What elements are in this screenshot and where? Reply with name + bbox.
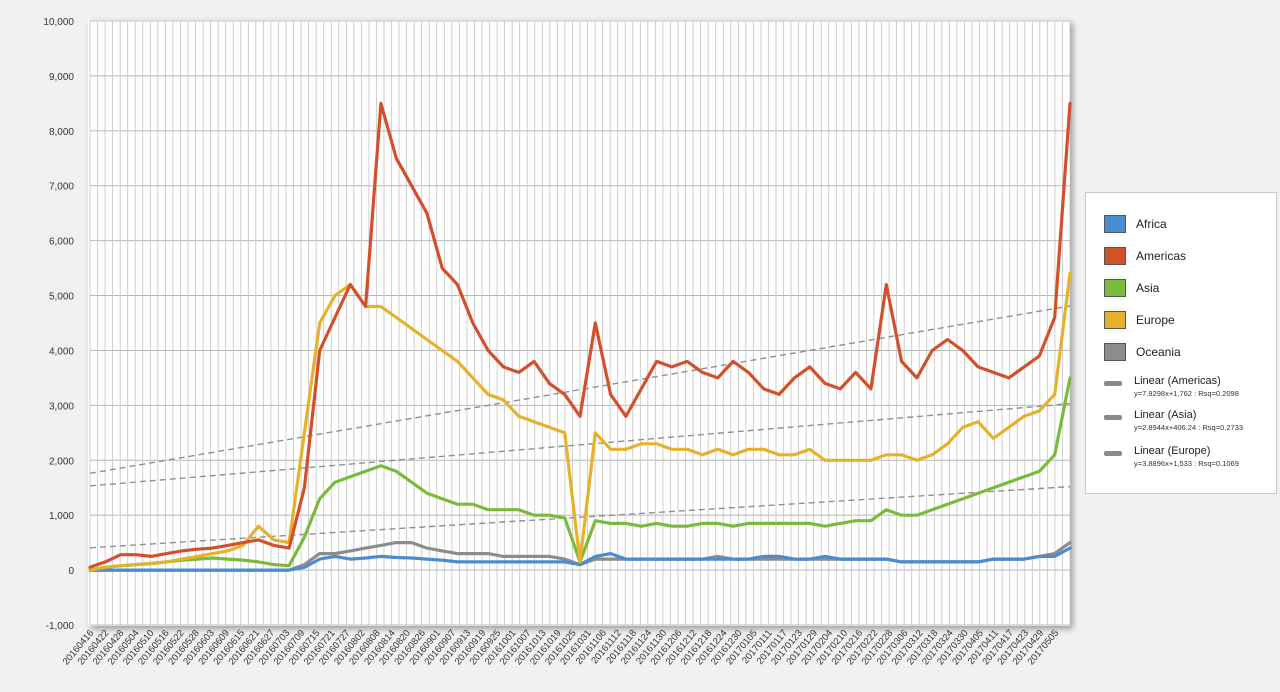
y-axis-ticks: -1,000 0 1,000 2,000 3,000 4,000 5,000 6,000 7,0… (43, 17, 74, 632)
legend-item-europe[interactable]: Europe (1104, 311, 1175, 329)
y-tick-label: 1,000 (49, 511, 74, 522)
trendline (89, 403, 1071, 487)
y-tick-label: 2,000 (49, 456, 74, 467)
legend-swatch (1104, 279, 1126, 297)
trendline (89, 305, 1071, 475)
legend: Africa Americas Asia Europe Oceania Line… (1085, 192, 1277, 494)
line-chart: -1,000 0 1,000 2,000 3,000 4,000 5,000 6,000 7,0… (43, 17, 1072, 667)
legend-label: Asia (1136, 281, 1160, 295)
y-tick-label: -1,000 (46, 621, 75, 632)
legend-item-americas[interactable]: Americas (1104, 247, 1186, 265)
plot-background (88, 20, 1070, 626)
y-tick-label: 9,000 (49, 72, 74, 83)
series-line-americas (88, 101, 1072, 569)
trend-label: Linear (Europe) (1134, 445, 1211, 457)
trend-equation: y=7.9298x+1,762 : Rsq=0.2098 (1134, 389, 1239, 398)
y-tick-label: 0 (68, 566, 74, 577)
legend-swatch (1104, 311, 1126, 329)
series-lines (88, 101, 1072, 572)
series-line-africa (88, 546, 1072, 572)
legend-label: Oceania (1136, 345, 1181, 359)
legend-swatch (1104, 343, 1126, 361)
y-tick-label: 4,000 (49, 346, 74, 357)
trendline (89, 485, 1071, 549)
legend-label: Europe (1136, 313, 1175, 327)
y-tick-label: 3,000 (49, 401, 74, 412)
trend-equation: y=3.8896x+1,533 : Rsq=0.1069 (1134, 459, 1239, 468)
trendlines (89, 305, 1071, 549)
legend-label: Americas (1136, 249, 1187, 263)
grid (89, 20, 1071, 626)
legend-swatch (1104, 247, 1126, 265)
trend-label: Linear (Americas) (1134, 375, 1221, 387)
y-tick-label: 8,000 (49, 127, 74, 138)
x-axis-ticks: 2016041620160422201604282016050420160510… (61, 628, 1062, 667)
series-line-europe (88, 272, 1072, 572)
trend-label: Linear (Asia) (1134, 409, 1197, 421)
legend-item-asia[interactable]: Asia (1104, 279, 1159, 297)
trend-swatch (1104, 381, 1122, 386)
trend-swatch (1104, 451, 1122, 456)
y-tick-label: 7,000 (49, 182, 74, 193)
legend-swatch (1104, 215, 1126, 233)
legend-label: Africa (1136, 217, 1167, 231)
y-tick-label: 6,000 (49, 237, 74, 248)
trend-equation: y=2.8944x+406.24 : Rsq=0.2733 (1134, 423, 1244, 432)
legend-item-africa[interactable]: Africa (1104, 215, 1167, 233)
trend-swatch (1104, 415, 1122, 420)
chart-area: -1,000 0 1,000 2,000 3,000 4,000 5,000 6,000 7,0… (43, 17, 1072, 667)
legend-item-oceania[interactable]: Oceania (1104, 343, 1181, 361)
y-tick-label: 10,000 (43, 17, 74, 28)
y-tick-label: 5,000 (49, 292, 74, 303)
